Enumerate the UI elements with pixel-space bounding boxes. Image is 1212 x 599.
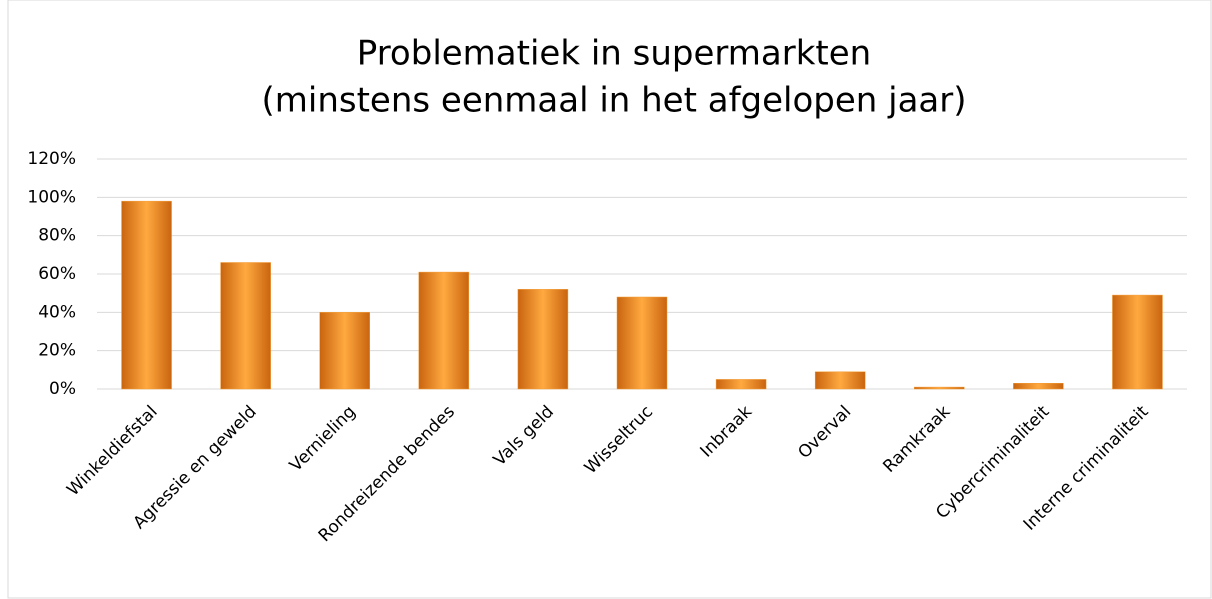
x-tick-label: Vernieling: [286, 402, 360, 476]
bar: [914, 386, 965, 390]
chart-subtitle: (minstens eenmaal in het afgelopen jaar): [261, 81, 966, 121]
x-tick-label: Overval: [794, 402, 855, 463]
y-tick-label: 100%: [27, 187, 76, 207]
bar: [715, 379, 767, 390]
bar: [220, 262, 271, 390]
y-tick-label: 40%: [38, 302, 76, 322]
x-tick-label: Ramkraak: [879, 402, 954, 477]
x-tick-label: Wisseltruc: [581, 402, 657, 478]
y-tick-label: 20%: [38, 341, 76, 361]
y-tick-label: 60%: [38, 264, 76, 284]
chart-title: Problematiek in supermarkten: [357, 34, 871, 74]
bar: [814, 371, 866, 390]
chart-border: [7, 0, 1212, 599]
y-tick-label: 0%: [49, 379, 76, 399]
bar: [319, 312, 370, 390]
bar: [121, 200, 172, 390]
bar: [1112, 294, 1163, 390]
x-tick-label: Vals geld: [490, 402, 558, 470]
y-tick-label: 80%: [38, 226, 76, 246]
x-tick-label: Winkeldiefstal: [63, 402, 161, 500]
bar: [1013, 383, 1064, 390]
bar: [418, 271, 470, 390]
bar: [616, 296, 668, 390]
x-tick-label: Inbraak: [697, 402, 757, 462]
bar: [517, 289, 569, 390]
y-tick-label: 120%: [27, 149, 76, 169]
